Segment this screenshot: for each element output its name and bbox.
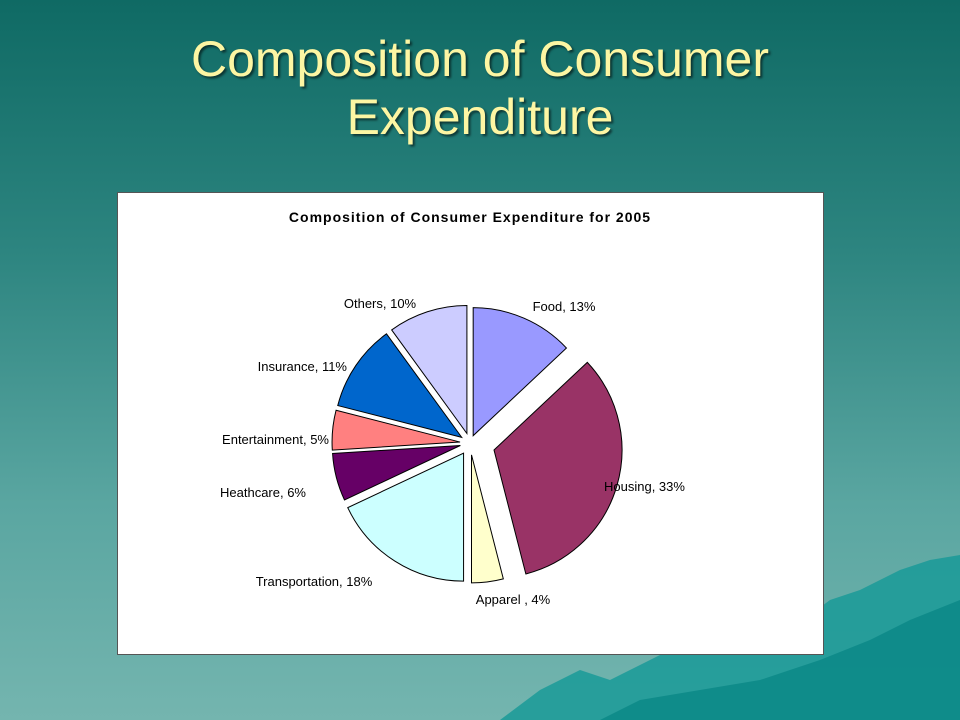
pie-slice-3 — [347, 452, 465, 582]
pie-slice-2 — [471, 454, 504, 584]
pie-slice-1 — [493, 361, 623, 575]
slide-title-line-2: Expenditure — [346, 89, 614, 145]
slide-title: Composition of Consumer Expenditure — [0, 30, 960, 146]
slice-label-1: Housing, 33% — [604, 479, 685, 494]
slice-label-3: Transportation, 18% — [256, 574, 373, 589]
slice-label-4: Heathcare, 6% — [220, 485, 306, 500]
pie-slice-0 — [472, 307, 568, 437]
slice-label-0: Food, 13% — [533, 299, 596, 314]
chart-area: Composition of Consumer Expenditure for … — [117, 192, 824, 655]
pie-slice-7 — [390, 304, 468, 436]
pie-slice-4 — [332, 444, 461, 501]
pie-chart: Composition of Consumer Expenditure for … — [220, 209, 685, 607]
slice-label-5: Entertainment, 5% — [222, 432, 329, 447]
slice-label-6: Insurance, 11% — [258, 359, 348, 374]
chart-title: Composition of Consumer Expenditure for … — [289, 209, 651, 225]
pie-slice-6 — [337, 333, 463, 439]
slice-label-2: Apparel , 4% — [476, 592, 551, 607]
slice-label-7: Others, 10% — [344, 296, 417, 311]
slide-title-line-1: Composition of Consumer — [190, 31, 770, 87]
pie-slice-5 — [331, 409, 461, 451]
